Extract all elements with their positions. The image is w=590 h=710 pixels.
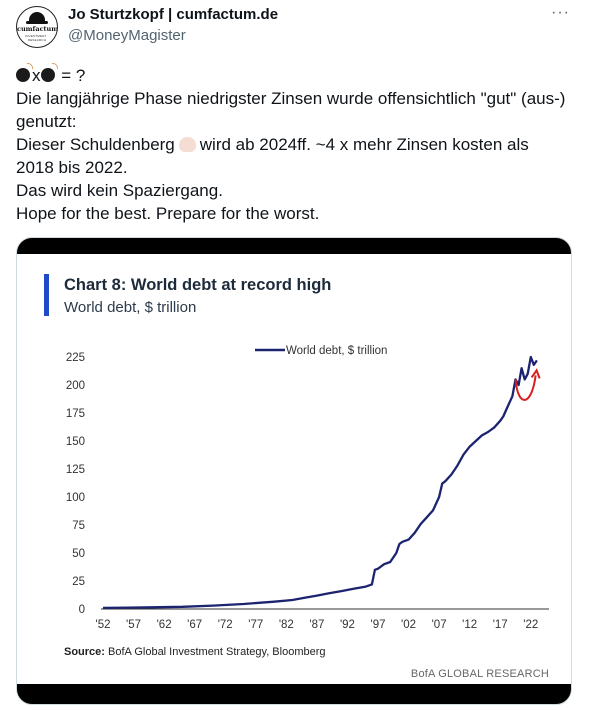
tweet-text: x = ? Die langjährige Phase niedrigster … bbox=[16, 63, 576, 225]
red-arrowhead bbox=[530, 368, 541, 379]
y-tick-label: 125 bbox=[66, 464, 85, 476]
hat-icon bbox=[29, 12, 45, 23]
x-tick-label: '92 bbox=[340, 619, 355, 631]
x-tick-label: '67 bbox=[187, 619, 202, 631]
bomb-icon bbox=[40, 63, 58, 82]
x-tick-label: '72 bbox=[218, 619, 233, 631]
more-options-icon[interactable]: ··· bbox=[551, 4, 570, 21]
times-sign: x bbox=[32, 66, 41, 85]
red-annotation-arrow bbox=[514, 375, 537, 401]
tweet-line-4b: wird ab 2024ff. ~4 x mehr Zinsen kosten … bbox=[199, 135, 529, 154]
y-tick-label: 225 bbox=[66, 352, 85, 364]
y-tick-label: 25 bbox=[72, 576, 85, 588]
world-debt-chart: 0 25 50 75 100 125 150 175 200 225 '52 '57 '62 '67 '72… bbox=[66, 345, 549, 631]
source-label: Source: bbox=[64, 646, 105, 658]
tweet-line-7: Hope for the best. Prepare for the worst… bbox=[16, 204, 320, 223]
tweet-media-image[interactable]: Chart 8: World debt at record high World… bbox=[16, 237, 572, 705]
legend-label: World debt, $ trillion bbox=[286, 345, 387, 357]
y-tick-label: 75 bbox=[72, 520, 85, 532]
y-tick-label: 200 bbox=[66, 380, 85, 392]
title-accent-bar bbox=[44, 274, 49, 316]
x-tick-label: '07 bbox=[432, 619, 447, 631]
x-tick-label: '97 bbox=[371, 619, 386, 631]
tweet-line-5: 2018 bis 2022. bbox=[16, 158, 128, 177]
source-text: BofA Global Investment Strategy, Bloombe… bbox=[108, 646, 326, 658]
avatar-subtext: INVESTMENT · RESEARCH bbox=[25, 34, 49, 42]
x-tick-label: '57 bbox=[126, 619, 141, 631]
tweet-line-4: Dieser Schuldenberg wird ab 2024ff. ~4 x … bbox=[16, 133, 576, 156]
tweet-line-4a: Dieser Schuldenberg bbox=[16, 135, 175, 154]
tweet-line-6: Das wird kein Spaziergang. bbox=[16, 181, 223, 200]
avatar[interactable]: cumfactum INVESTMENT · RESEARCH bbox=[16, 6, 58, 48]
chart-panel: Chart 8: World debt at record high World… bbox=[17, 254, 571, 684]
pointing-down-finger-icon bbox=[178, 137, 196, 152]
chart-brand: BofA GLOBAL RESEARCH bbox=[410, 668, 549, 680]
tweet-line-2: Die langjährige Phase niedrigster Zinsen… bbox=[16, 89, 566, 108]
y-tick-label: 50 bbox=[72, 548, 85, 560]
x-tick-label: '87 bbox=[309, 619, 324, 631]
hat-brim bbox=[26, 21, 48, 24]
x-tick-label: '62 bbox=[157, 619, 172, 631]
y-tick-label: 100 bbox=[66, 492, 85, 504]
author-handle[interactable]: @MoneyMagister bbox=[68, 27, 186, 44]
x-tick-label: '22 bbox=[523, 619, 538, 631]
world-debt-series-line bbox=[102, 355, 538, 610]
bomb-icon bbox=[16, 63, 33, 82]
chart-title: Chart 8: World debt at record high bbox=[64, 276, 332, 294]
x-tick-label: '82 bbox=[279, 619, 294, 631]
x-tick-label: '52 bbox=[96, 619, 111, 631]
author-name[interactable]: Jo Sturtzkopf | cumfactum.de bbox=[68, 6, 279, 23]
equals-question: = ? bbox=[56, 66, 86, 85]
y-tick-label: 0 bbox=[79, 604, 85, 616]
avatar-text: cumfactum bbox=[17, 25, 58, 33]
tweet-line-1: x = ? bbox=[16, 63, 576, 87]
chart-source: Source: BofA Global Investment Strategy,… bbox=[64, 646, 326, 658]
y-tick-label: 175 bbox=[66, 408, 85, 420]
x-tick-label: '12 bbox=[462, 619, 477, 631]
x-tick-label: '77 bbox=[248, 619, 263, 631]
y-tick-label: 150 bbox=[66, 436, 85, 448]
x-tick-label: '17 bbox=[493, 619, 508, 631]
chart-subtitle: World debt, $ trillion bbox=[64, 299, 197, 316]
tweet-line-3: genutzt: bbox=[16, 112, 77, 131]
x-tick-label: '02 bbox=[401, 619, 416, 631]
